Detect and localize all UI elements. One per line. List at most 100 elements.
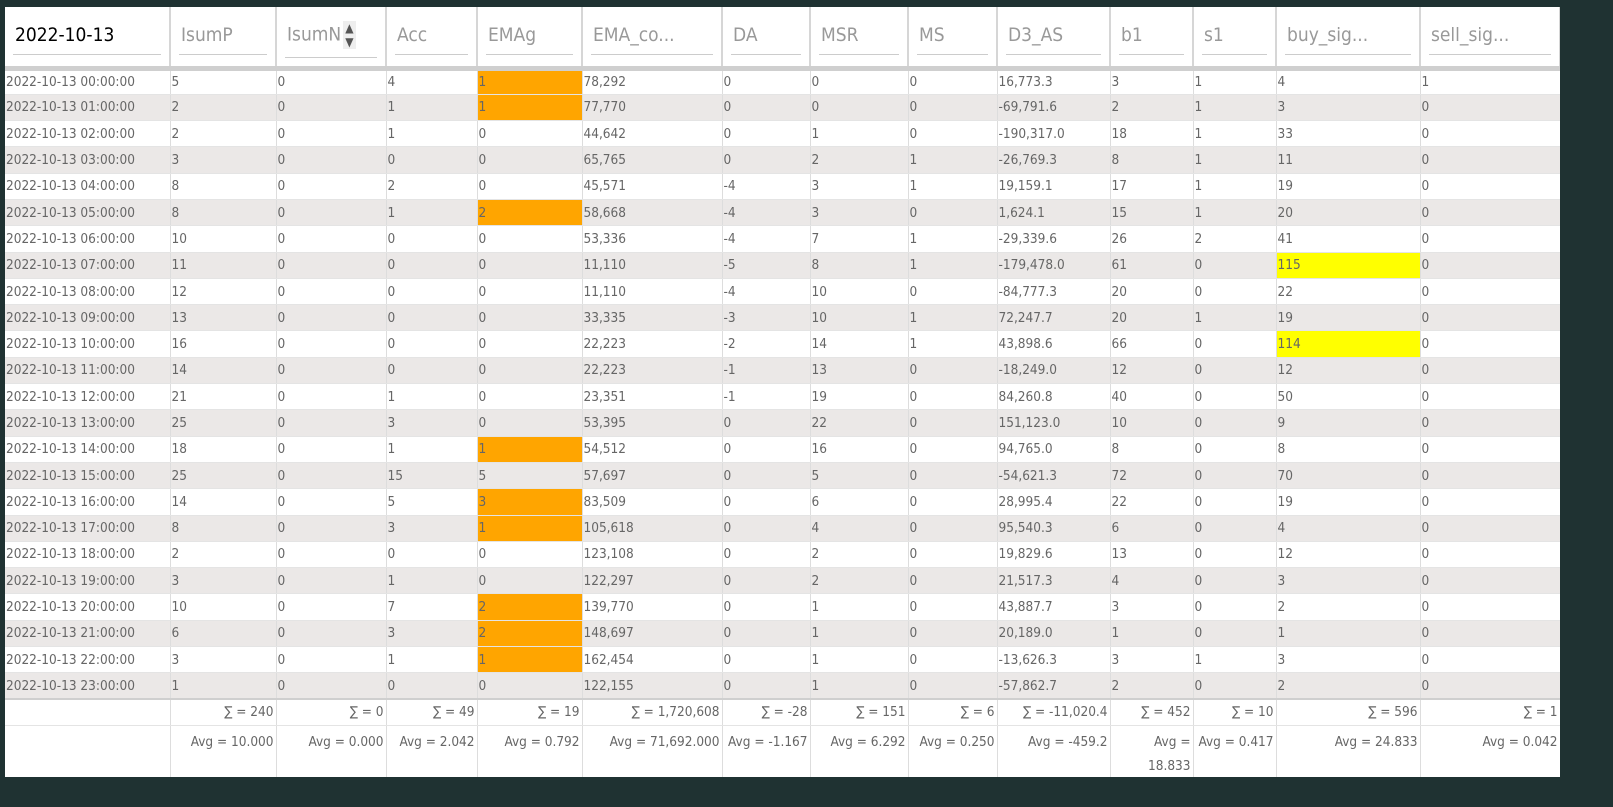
table-cell: 12 [1276,541,1421,569]
table-cell: 0 [908,68,998,95]
table-cell: 2 [386,173,478,200]
column-filter[interactable]: MSR [819,18,899,55]
table-row[interactable]: 2022-10-13 20:00:00 10 0 7 2 139,770 0 1 0 43,887… [5,593,1560,621]
header-col[interactable]: IsumN ▲ ▼ [276,7,387,71]
table-cell: 0 [1420,94,1560,122]
table-cell: 1 [908,225,998,253]
table-cell: 1 [1110,620,1194,648]
table-cell: 12 [1110,357,1194,385]
table-cell: 0 [908,436,998,463]
table-row[interactable]: 2022-10-13 04:00:00 8 0 2 0 45,571 -4 3 1 19,159.… [5,173,1560,200]
column-filter[interactable]: DA [731,18,801,55]
table-row[interactable]: 2022-10-13 21:00:00 6 0 3 2 148,697 0 1 0 20,189.… [5,620,1560,648]
table-cell: 0 [276,462,387,490]
column-filter[interactable]: Acc [395,18,468,55]
column-filter[interactable]: EMAg [486,18,573,55]
table-row[interactable]: 2022-10-13 00:00:00 5 0 4 1 78,292 0 0 0 16,773.3… [5,68,1560,95]
table-cell: 61 [1110,252,1194,279]
table-row[interactable]: 2022-10-13 15:00:00 25 0 15 5 57,697 0 5 0 -54,62… [5,462,1560,490]
header-col[interactable]: DA [722,7,811,71]
header-col[interactable]: EMA_co... [582,7,723,71]
table-row[interactable]: 2022-10-13 06:00:00 10 0 0 0 53,336 -4 7 1 -29,33… [5,225,1560,253]
table-row[interactable]: 2022-10-13 16:00:00 14 0 5 3 83,509 0 6 0 28,995.… [5,488,1560,516]
table-cell: 0 [477,383,583,411]
table-cell: 1 [477,68,583,95]
column-filter[interactable]: sell_sig... [1429,18,1551,55]
footer-empty [5,698,171,726]
header-col[interactable]: IsumP [170,7,277,71]
table-cell: 0 [908,278,998,306]
table-cell: 2 [1276,672,1421,700]
table-row[interactable]: 2022-10-13 11:00:00 14 0 0 0 22,223 -1 13 0 -18,2… [5,357,1560,385]
table-row[interactable]: 2022-10-13 03:00:00 3 0 0 0 65,765 0 2 1 -26,769.… [5,146,1560,174]
table-row[interactable]: 2022-10-13 12:00:00 21 0 1 0 23,351 -1 19 0 84,26… [5,383,1560,411]
header-col[interactable]: D3_AS [997,7,1111,71]
table-cell: 70 [1276,462,1421,490]
row-timestamp: 2022-10-13 06:00:00 [5,225,171,253]
table-row[interactable]: 2022-10-13 14:00:00 18 0 1 1 54,512 0 16 0 94,765… [5,436,1560,463]
header-col[interactable]: b1 [1110,7,1194,71]
table-row[interactable]: 2022-10-13 09:00:00 13 0 0 0 33,335 -3 10 1 72,24… [5,304,1560,332]
table-cell: 0 [1420,515,1560,542]
table-cell: 0 [1193,383,1277,411]
table-row[interactable]: 2022-10-13 01:00:00 2 0 1 1 77,770 0 0 0 -69,791.… [5,94,1560,122]
sum-cell: ∑ = 1 [1420,698,1560,726]
table-cell: 0 [276,541,387,569]
table-row[interactable]: 2022-10-13 07:00:00 11 0 0 0 11,110 -5 8 1 -179,4… [5,252,1560,279]
table-row[interactable]: 2022-10-13 18:00:00 2 0 0 0 123,108 0 2 0 19,829.… [5,541,1560,569]
table-row[interactable]: 2022-10-13 22:00:00 3 0 1 1 162,454 0 1 0 -13,626… [5,646,1560,674]
table-cell: 1 [477,436,583,463]
table-cell: 0 [477,173,583,200]
table-cell: 0 [276,199,387,227]
header-col[interactable]: MSR [810,7,909,71]
column-header-label: b1 [1121,23,1143,46]
table-cell: 10 [170,225,277,253]
table-cell: 1 [1276,620,1421,648]
table-cell: 41 [1276,225,1421,253]
table-cell: -3 [722,304,811,332]
table-row[interactable]: 2022-10-13 13:00:00 25 0 3 0 53,395 0 22 0 151,12… [5,409,1560,437]
header-col[interactable]: s1 [1193,7,1277,71]
column-filter[interactable]: IsumN ▲ ▼ [285,15,377,58]
column-filter[interactable]: IsumP [179,18,267,55]
table-cell: 1 [477,646,583,674]
table-cell: 3 [810,173,909,200]
header-col[interactable]: sell_sig... [1420,7,1560,71]
column-filter[interactable]: D3_AS [1006,18,1101,55]
column-filter[interactable]: s1 [1202,18,1267,55]
table-row[interactable]: 2022-10-13 05:00:00 8 0 1 2 58,668 -4 3 0 1,624.1… [5,199,1560,227]
table-row[interactable]: 2022-10-13 02:00:00 2 0 1 0 44,642 0 1 0 -190,317… [5,120,1560,148]
table-cell: 19 [1276,304,1421,332]
table-cell: 6 [170,620,277,648]
table-row[interactable]: 2022-10-13 10:00:00 16 0 0 0 22,223 -2 14 1 43,89… [5,330,1560,358]
column-filter[interactable]: b1 [1119,18,1184,55]
header-col[interactable]: MS [908,7,998,71]
footer-empty [5,725,171,777]
table-cell: 4 [1276,68,1421,95]
sum-cell: ∑ = 6 [908,698,998,726]
header-col[interactable]: EMAg [477,7,583,71]
table-cell: 0 [1193,620,1277,648]
date-filter-input[interactable]: 2022-10-13 [13,18,161,55]
header-col[interactable]: Acc [386,7,478,71]
table-cell: -1 [722,383,811,411]
table-cell: -4 [722,173,811,200]
table-row[interactable]: 2022-10-13 19:00:00 3 0 1 0 122,297 0 2 0 21,517.… [5,567,1560,595]
table-row[interactable]: 2022-10-13 23:00:00 1 0 0 0 122,155 0 1 0 -57,862… [5,672,1560,700]
table-row[interactable]: 2022-10-13 17:00:00 8 0 3 1 105,618 0 4 0 95,540.… [5,515,1560,542]
table-cell: 1 [170,672,277,700]
table-cell: 15 [1110,199,1194,227]
column-filter[interactable]: EMA_co... [591,18,713,55]
table-cell: 84,260.8 [997,383,1111,411]
header-col[interactable]: buy_sig... [1276,7,1421,71]
table-cell: 0 [722,620,811,648]
sort-up-down-icon[interactable]: ▲ ▼ [343,20,356,49]
column-filter[interactable]: buy_sig... [1285,18,1411,55]
table-cell: 0 [386,278,478,306]
table-cell: -26,769.3 [997,146,1111,174]
table-cell: 1 [386,199,478,227]
table-cell: 14 [170,357,277,385]
table-row[interactable]: 2022-10-13 08:00:00 12 0 0 0 11,110 -4 10 0 -84,7… [5,278,1560,306]
table-cell: 0 [477,146,583,174]
column-filter[interactable]: MS [917,18,988,55]
